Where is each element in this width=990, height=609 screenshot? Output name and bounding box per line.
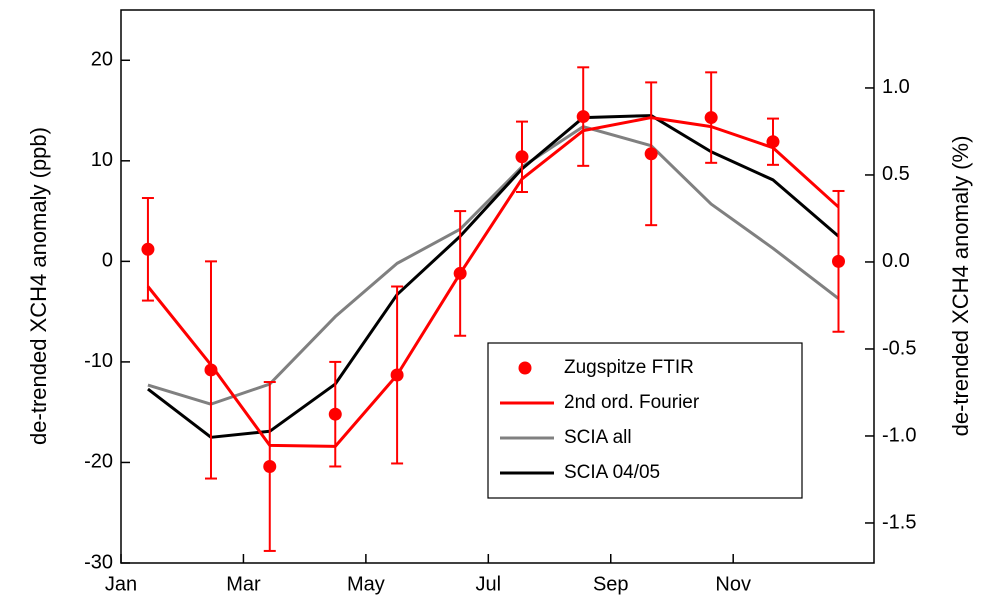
plot-frame (120, 9, 875, 564)
data-point (328, 407, 342, 421)
data-point (204, 363, 218, 377)
x-tick-label: Mar (226, 573, 261, 595)
legend-label: SCIA 04/05 (564, 462, 660, 483)
series-line (146, 116, 840, 448)
legend-label: SCIA all (564, 427, 632, 448)
data-point (453, 266, 467, 280)
data-point (644, 147, 658, 161)
data-point (831, 254, 845, 268)
y2-tick-label: -1.0 (882, 424, 916, 446)
y-tick-label: -30 (84, 551, 113, 573)
y-axis-title: de-trended XCH4 anomaly (ppb) (26, 127, 51, 445)
x-tick-label: Jul (476, 573, 502, 595)
y2-tick-label: 0.0 (882, 250, 910, 272)
legend-label: 2nd ord. Fourier (564, 392, 700, 413)
data-point (515, 150, 529, 164)
data-point (576, 110, 590, 124)
y2-tick-label: -1.5 (882, 511, 916, 533)
x-tick-label: Sep (593, 573, 629, 595)
y2-tick-label: 0.5 (882, 163, 910, 185)
x-tick-label: Jan (105, 573, 137, 595)
x-tick-label: May (347, 573, 385, 595)
x-tick-label: Nov (715, 573, 751, 595)
y-tick-label: 0 (102, 250, 113, 272)
y2-tick-label: -0.5 (882, 337, 916, 359)
series-line (147, 125, 840, 406)
y-tick-label: -10 (84, 350, 113, 372)
data-point (704, 111, 718, 125)
data-point (390, 368, 404, 382)
y2-tick-label: 1.0 (882, 76, 910, 98)
legend-marker (518, 361, 532, 375)
y-tick-label: 10 (91, 149, 113, 171)
y2-axis-title: de-trended XCH4 anomaly (%) (948, 136, 973, 437)
data-point (766, 135, 780, 149)
y-tick-label: 20 (91, 49, 113, 71)
legend-label: Zugspitze FTIR (564, 357, 694, 378)
y-tick-label: -20 (84, 451, 113, 473)
data-point (141, 242, 155, 256)
data-point (263, 459, 277, 473)
